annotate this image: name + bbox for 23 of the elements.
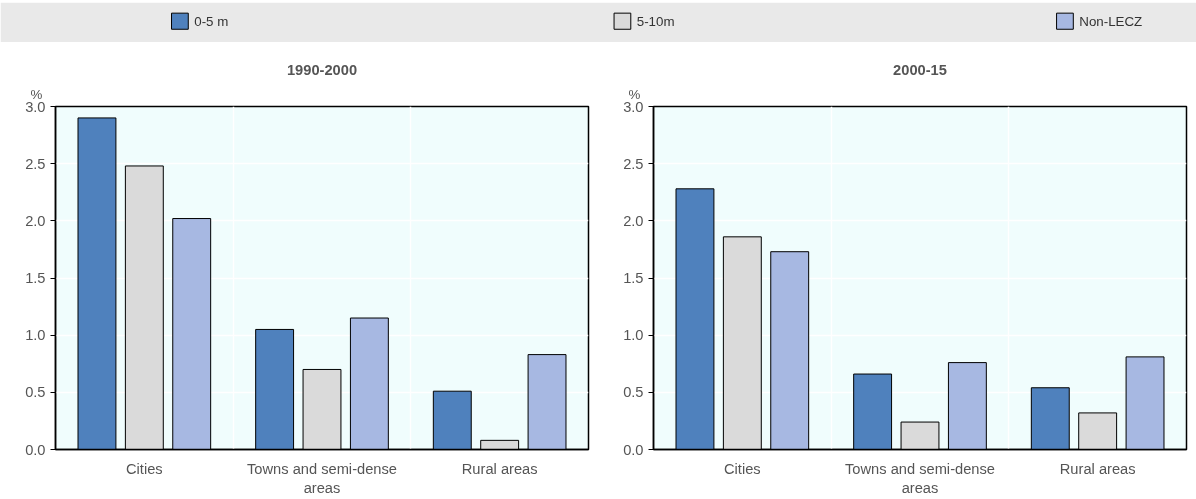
x-tick-label: Rural areas (1059, 460, 1136, 477)
legend-label: Non-LECZ (1079, 13, 1143, 29)
y-tick-label: 1.5 (25, 270, 46, 286)
x-tick-label: Towns and semi-dense areas (845, 460, 995, 496)
y-tick-label: 0.5 (25, 384, 46, 401)
y-tick-label: 0.5 (623, 384, 644, 401)
x-tick-label: Towns and semi-dense areas (247, 460, 397, 496)
y-tick-label: 2.0 (623, 212, 644, 229)
y-tick-label: 2.0 (25, 212, 46, 229)
y-tick-label: 2.5 (25, 155, 46, 172)
y-tick-label: 0.0 (25, 441, 46, 458)
x-tick-label: Cities (724, 460, 761, 477)
x-tick-label: Rural areas (461, 460, 538, 477)
y-tick-label: 0.0 (623, 441, 644, 458)
chart-title: 1990-2000 (286, 61, 358, 78)
y-tick-label: 1.0 (623, 327, 644, 344)
y-tick-label: 1.0 (25, 327, 46, 344)
y-tick-label: 1.5 (623, 270, 644, 286)
x-tick-label: Cities (126, 460, 163, 477)
y-tick-label: 2.5 (623, 155, 644, 172)
chart-title: 2000-15 (893, 61, 947, 78)
legend-label: 5-10m (636, 13, 675, 29)
legend-label: 0-5 m (194, 13, 229, 29)
